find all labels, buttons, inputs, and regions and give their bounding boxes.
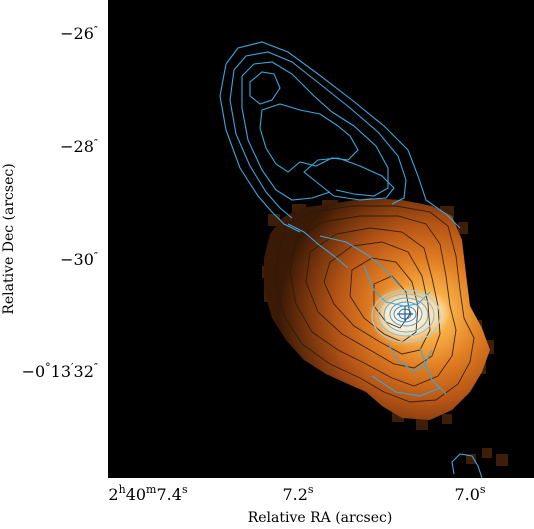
x-tick-label-2: 7.2s — [282, 483, 313, 504]
y-axis-title: Relative Dec (arcsec) — [1, 163, 17, 314]
optical-contours — [275, 205, 475, 403]
y-tick-label-1: −26″ — [60, 24, 98, 43]
x-axis-title: Relative RA (arcsec) — [248, 510, 393, 526]
radio-contours — [219, 41, 483, 478]
x-tick-label-3: 7.0s — [454, 483, 485, 504]
core-marker — [397, 306, 413, 322]
x-tick-label-1: 2h40m7.4s — [108, 483, 188, 504]
y-tick-label-3: −30″ — [60, 250, 98, 269]
y-tick-label-4: −0°13′32″ — [22, 361, 98, 381]
y-tick-label-2: −28″ — [60, 137, 98, 156]
